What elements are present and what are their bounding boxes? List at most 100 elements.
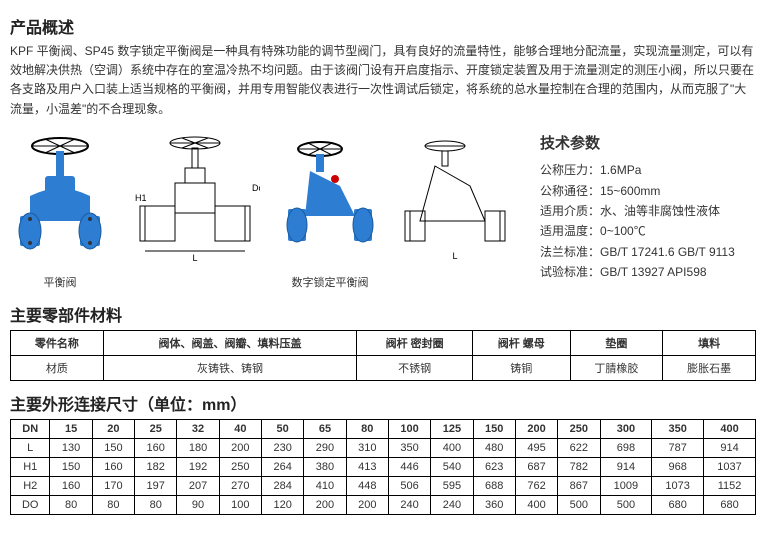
dim-header-cell: 32 [177, 419, 219, 438]
dim-header-cell: 250 [558, 419, 600, 438]
mat-h5: 填料 [663, 330, 756, 355]
dim-cell: 150 [92, 438, 134, 457]
dim-header-cell: 25 [135, 419, 177, 438]
dim-cell: 688 [473, 476, 515, 495]
spec-diameter: 公称通径：15~600mm [540, 181, 735, 201]
dim-row: H216017019720727028441044850659568876286… [11, 476, 756, 495]
dim-cell: 400 [431, 438, 473, 457]
dim-cell: 914 [600, 457, 652, 476]
dim-cell: 540 [431, 457, 473, 476]
svg-text:L: L [192, 253, 197, 263]
mat-c2: 铸铜 [472, 355, 570, 380]
dim-cell: 264 [262, 457, 304, 476]
dim-header-cell: 150 [473, 419, 515, 438]
overview-title: 产品概述 [10, 14, 756, 38]
dim-header-cell: 40 [219, 419, 261, 438]
spec-flange: 法兰标准：GB/T 17241.6 GB/T 9113 [540, 242, 735, 262]
valve2-label: 数字锁定平衡阀 [280, 274, 380, 290]
dim-header-cell: 50 [262, 419, 304, 438]
spec-pressure: 公称压力：1.6MPa [540, 160, 735, 180]
dim-cell: 687 [515, 457, 557, 476]
specs-block: 技术参数 公称压力：1.6MPa 公称通径：15~600mm 适用介质：水、油等… [540, 131, 735, 283]
dim-cell: 1073 [652, 476, 704, 495]
dim-cell: 782 [558, 457, 600, 476]
dim-cell: 90 [177, 495, 219, 514]
dim-header-cell: 20 [92, 419, 134, 438]
dim-cell: 310 [346, 438, 388, 457]
materials-header-row: 零件名称 阀体、阀盖、阀瓣、填料压盖 阀杆 密封圈 阀杆 螺母 垫圈 填料 [11, 330, 756, 355]
dim-row: L130150160180200230290310350400480495622… [11, 438, 756, 457]
dim-cell: H2 [11, 476, 50, 495]
dim-cell: 160 [135, 438, 177, 457]
svg-text:L: L [452, 251, 457, 261]
dim-cell: 197 [135, 476, 177, 495]
dim-cell: 500 [600, 495, 652, 514]
specs-title: 技术参数 [540, 131, 735, 157]
dim-cell: 192 [177, 457, 219, 476]
dim-header-cell: 200 [515, 419, 557, 438]
dim-cell: 240 [431, 495, 473, 514]
materials-title: 主要零部件材料 [10, 302, 756, 326]
dim-cell: 170 [92, 476, 134, 495]
dim-cell: 787 [652, 438, 704, 457]
dim-cell: 290 [304, 438, 346, 457]
dim-cell: 380 [304, 457, 346, 476]
mat-h2: 阀杆 密封圈 [357, 330, 473, 355]
dim-cell: 413 [346, 457, 388, 476]
dim-row: DO80808090100120200200240240360400500500… [11, 495, 756, 514]
mat-h0: 零件名称 [11, 330, 104, 355]
diagram1-block: L H1 Do [130, 131, 260, 274]
diagram2-block: L [400, 131, 520, 274]
mat-c1: 不锈钢 [357, 355, 473, 380]
dim-cell: 360 [473, 495, 515, 514]
dim-cell: 207 [177, 476, 219, 495]
dim-cell: 250 [219, 457, 261, 476]
dim-cell: 914 [704, 438, 756, 457]
dim-cell: 698 [600, 438, 652, 457]
dim-header-cell: 400 [704, 419, 756, 438]
dim-cell: 200 [346, 495, 388, 514]
dim-cell: 680 [704, 495, 756, 514]
dim-cell: 446 [388, 457, 430, 476]
dim-cell: H1 [11, 457, 50, 476]
dim-header-cell: 125 [431, 419, 473, 438]
valve2-image [280, 131, 380, 271]
dim-header-cell: 65 [304, 419, 346, 438]
dim-cell: L [11, 438, 50, 457]
svg-text:Do: Do [252, 183, 260, 193]
dim-cell: 160 [92, 457, 134, 476]
dim-header-cell: 80 [346, 419, 388, 438]
dimensions-table: DN15202532405065801001251502002503003504… [10, 419, 756, 515]
dim-cell: 680 [652, 495, 704, 514]
dim-cell: 595 [431, 476, 473, 495]
dim-cell: 240 [388, 495, 430, 514]
dim-cell: 448 [346, 476, 388, 495]
materials-table: 零件名称 阀体、阀盖、阀瓣、填料压盖 阀杆 密封圈 阀杆 螺母 垫圈 填料 材质… [10, 330, 756, 381]
mat-h1: 阀体、阀盖、阀瓣、填料压盖 [103, 330, 357, 355]
dim-cell: 180 [177, 438, 219, 457]
diagram1-image: L H1 Do [130, 131, 260, 271]
dim-cell: 130 [50, 438, 92, 457]
dim-cell: 495 [515, 438, 557, 457]
dim-cell: 100 [219, 495, 261, 514]
dim-header-cell: 100 [388, 419, 430, 438]
valve1-block: 平衡阀 [10, 131, 110, 290]
mat-c3: 丁腈橡胶 [570, 355, 663, 380]
dim-header-row: DN15202532405065801001251502002503003504… [11, 419, 756, 438]
dim-cell: 200 [219, 438, 261, 457]
dim-cell: 500 [558, 495, 600, 514]
dim-header-cell: DN [11, 419, 50, 438]
dim-cell: 867 [558, 476, 600, 495]
svg-text:H1: H1 [135, 193, 147, 203]
dim-cell: 350 [388, 438, 430, 457]
spec-medium: 适用介质：水、油等非腐蚀性液体 [540, 201, 735, 221]
diagram2-image: L [400, 131, 520, 271]
dim-cell: 762 [515, 476, 557, 495]
dim-cell: 270 [219, 476, 261, 495]
dim-cell: 160 [50, 476, 92, 495]
spec-test: 试验标准：GB/T 13927 API598 [540, 262, 735, 282]
valve1-image [10, 131, 110, 271]
dim-cell: 968 [652, 457, 704, 476]
dim-header-cell: 15 [50, 419, 92, 438]
dim-cell: 80 [135, 495, 177, 514]
